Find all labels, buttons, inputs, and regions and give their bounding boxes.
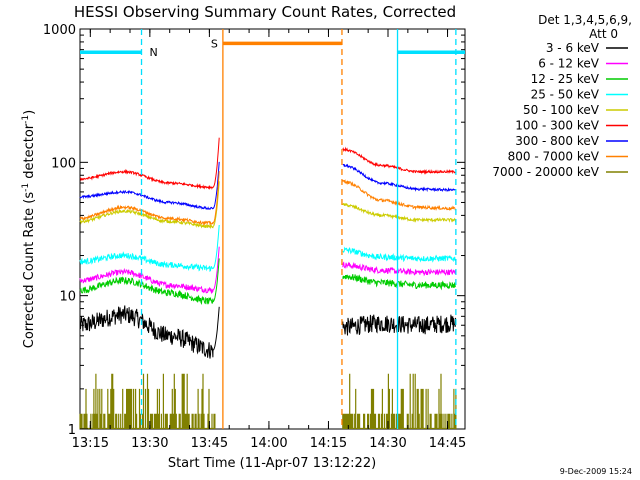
series-trace-before-gap <box>79 258 220 305</box>
series-trace-after-gap <box>342 178 456 212</box>
x-tick-label: 14:15 <box>310 436 347 451</box>
legend-label-50-100-kev: 50 - 100 keV <box>523 103 600 117</box>
y-tick-label: 100 <box>51 156 76 171</box>
x-axis-label: Start Time (11-Apr-07 13:12:22) <box>168 456 376 471</box>
x-tick-label: 14:45 <box>429 436 466 451</box>
chart-title: HESSI Observing Summary Count Rates, Cor… <box>74 3 456 21</box>
legend-label-6-12-kev: 6 - 12 keV <box>538 57 600 71</box>
series-25-50-kev <box>79 224 456 272</box>
series-trace-after-gap <box>342 246 456 263</box>
series-800-7000-kev <box>79 171 456 226</box>
x-tick-label: 13:45 <box>191 436 228 451</box>
series-trace-before-gap <box>79 224 220 272</box>
footer-date: 9-Dec-2009 15:24 <box>560 467 632 476</box>
legend-label-100-300-kev: 100 - 300 keV <box>515 119 599 133</box>
y-axis-label: Corrected Count Rate (s-1 detector-1) <box>21 110 37 348</box>
band-label-s: S <box>211 37 218 50</box>
legend-header-line2: Att 0 <box>589 27 618 41</box>
series-trace-before-gap <box>79 161 220 211</box>
y-tick-label: 10 <box>59 290 76 305</box>
x-tick-label: 13:30 <box>131 436 168 451</box>
series-trace-after-gap <box>342 146 456 175</box>
y-axis-label-sup1: -1 <box>21 183 31 192</box>
series-trace-after-gap <box>342 273 456 291</box>
band-label-n: N <box>150 46 158 59</box>
legend-label-3-6-kev: 3 - 6 keV <box>546 41 600 55</box>
x-tick-label: 13:15 <box>72 436 109 451</box>
series-trace-before-gap <box>79 171 220 226</box>
legend-label-12-25-kev: 12 - 25 keV <box>531 72 600 86</box>
series-trace-after-gap <box>342 314 457 336</box>
y-axis-label-mid: detector <box>22 123 37 183</box>
series-trace-before-gap <box>79 246 220 295</box>
ticks-group: 13:15 13:30 13:45 14:00 14:15 14:30 14:45 1 10 10… <box>43 23 466 451</box>
legend-label-7000-20000-kev: 7000 - 20000 keV <box>492 165 599 179</box>
series-trace-after-gap <box>342 163 456 193</box>
series-trace <box>79 373 457 429</box>
series-300-800-kev <box>79 161 456 211</box>
series-100-300-kev <box>79 137 456 190</box>
series-trace-after-gap <box>342 261 457 277</box>
y-axis-label-main: Corrected Count Rate (s <box>22 192 37 349</box>
legend-label-25-50-kev: 25 - 50 keV <box>531 88 600 102</box>
series-6-12-kev <box>79 246 457 295</box>
plot-frame <box>79 28 466 430</box>
series-group <box>79 137 457 429</box>
series-12-25-kev <box>79 258 456 305</box>
x-tick-label: 14:00 <box>250 436 287 451</box>
series-trace-after-gap <box>342 202 457 224</box>
bands-group: NS <box>80 29 465 429</box>
series-7000-20000-kev <box>79 373 457 429</box>
legend-label-300-800-kev: 300 - 800 keV <box>515 134 599 148</box>
y-axis-label-end: ) <box>22 110 37 115</box>
legend-header-line1: Det 1,3,4,5,6,9, <box>538 13 632 27</box>
y-tick-label: 1000 <box>43 23 76 38</box>
y-tick-label: 1 <box>68 423 76 438</box>
series-50-100-kev <box>79 181 457 230</box>
x-tick-label: 14:30 <box>369 436 406 451</box>
y-axis-label-sup2: -1 <box>21 115 31 124</box>
series-trace-before-gap <box>79 137 220 190</box>
series-trace-before-gap <box>79 305 220 359</box>
series-3-6-kev <box>79 305 457 359</box>
legend-label-800-7000-kev: 800 - 7000 keV <box>508 150 600 164</box>
series-trace-before-gap <box>79 181 220 230</box>
